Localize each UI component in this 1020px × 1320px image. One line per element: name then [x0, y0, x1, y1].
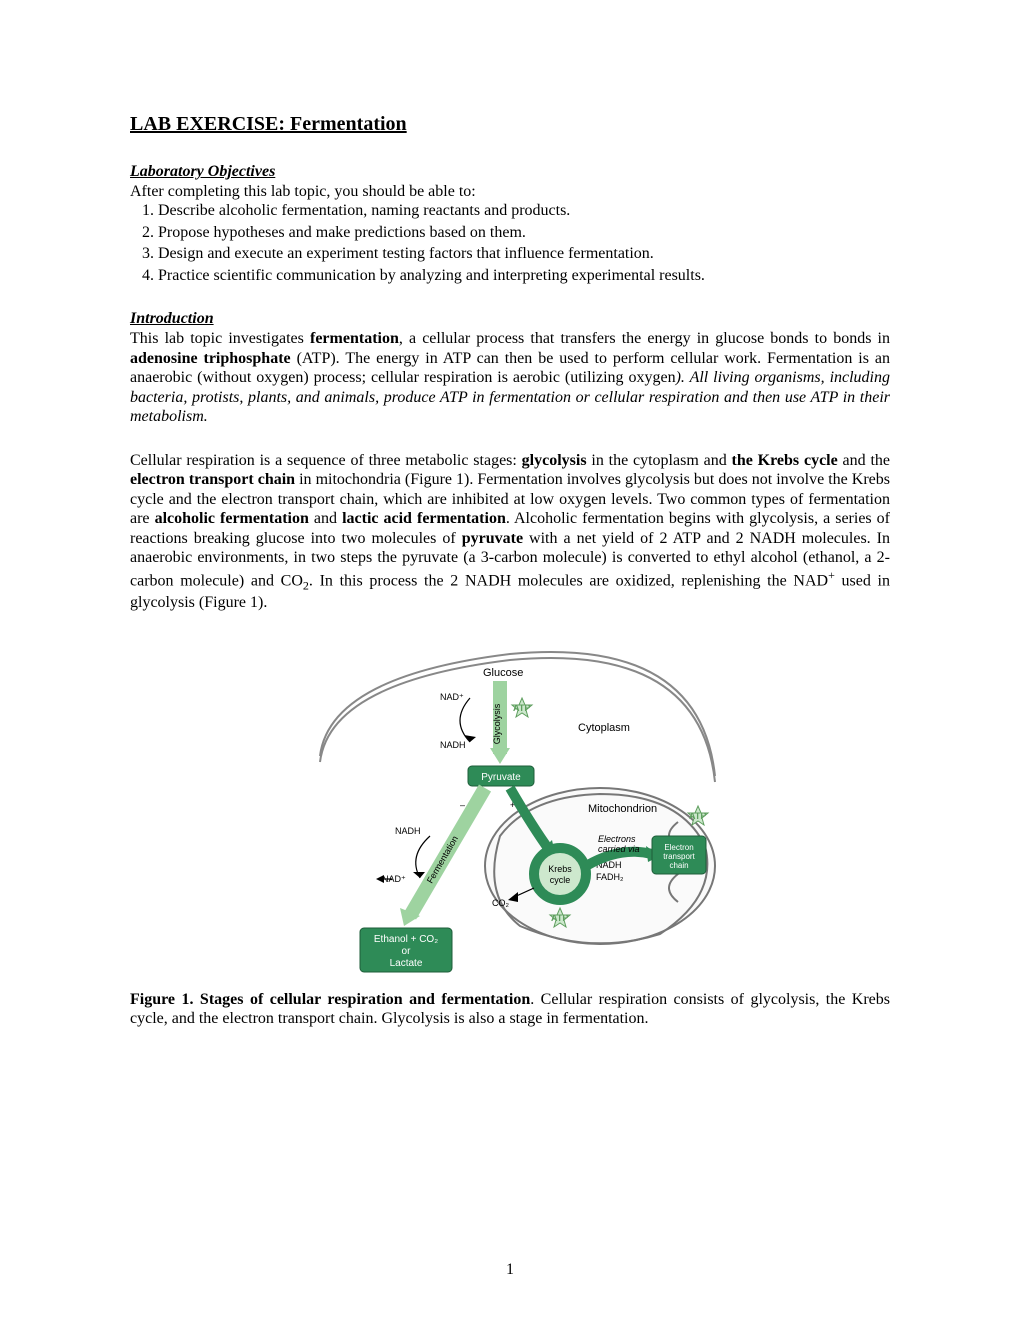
- objectives-heading: Laboratory Objectives: [130, 162, 890, 182]
- nadh-label-1: NADH: [440, 740, 466, 750]
- atp-icon: ATP: [512, 698, 532, 717]
- introduction-heading: Introduction: [130, 309, 890, 329]
- cell-respiration-diagram: Glucose Glycolysis NAD⁺ NADH ATP Cytopla…: [300, 636, 720, 976]
- etc-label-1: Electron: [664, 843, 693, 852]
- glycolysis-label: Glycolysis: [492, 704, 502, 745]
- krebs-label-1: Krebs: [548, 864, 572, 874]
- objective-item: Describe alcoholic fermentation, naming …: [158, 201, 890, 221]
- page-number: 1: [0, 1260, 1020, 1280]
- introduction-section: Introduction This lab topic investigates…: [130, 309, 890, 426]
- endbox-line1: Ethanol + CO₂: [374, 934, 438, 945]
- etc-label-3: chain: [669, 861, 688, 870]
- objective-item: Practice scientific communication by ana…: [158, 266, 890, 286]
- intro-paragraph-1: This lab topic investigates fermentation…: [130, 329, 890, 427]
- mitochondrion-label: Mitochondrion: [588, 803, 657, 815]
- intro-paragraph-2: Cellular respiration is a sequence of th…: [130, 451, 890, 613]
- document-page: LAB EXERCISE: Fermentation Laboratory Ob…: [0, 0, 1020, 1320]
- pyruvate-label: Pyruvate: [481, 772, 521, 783]
- glucose-label: Glucose: [483, 667, 523, 679]
- cytoplasm-label: Cytoplasm: [578, 722, 630, 734]
- etc-label-2: transport: [663, 852, 695, 861]
- figure-caption: Figure 1. Stages of cellular respiration…: [130, 990, 890, 1029]
- objectives-list: Describe alcoholic fermentation, naming …: [130, 201, 890, 285]
- fermentation-label: Fermentation: [425, 834, 460, 885]
- objective-item: Design and execute an experiment testing…: [158, 244, 890, 264]
- krebs-label-2: cycle: [550, 875, 571, 885]
- objective-item: Propose hypotheses and make predictions …: [158, 223, 890, 243]
- page-title: LAB EXERCISE: Fermentation: [130, 112, 890, 136]
- fadh2-label: FADH₂: [596, 872, 624, 882]
- nadh-label-2: NADH: [395, 826, 421, 836]
- svg-text:ATP: ATP: [689, 811, 706, 821]
- svg-text:ATP: ATP: [513, 703, 530, 713]
- carried-via-label: carried via: [598, 844, 640, 854]
- figure-1: Glucose Glycolysis NAD⁺ NADH ATP Cytopla…: [130, 636, 890, 982]
- endbox-line3: Lactate: [390, 958, 423, 969]
- objectives-section: Laboratory Objectives After completing t…: [130, 162, 890, 285]
- co2-label: CO₂: [492, 898, 510, 908]
- svg-text:ATP: ATP: [551, 913, 568, 923]
- objectives-intro: After completing this lab topic, you sho…: [130, 182, 890, 202]
- endbox-line2: or: [402, 946, 412, 957]
- intro-paragraph-2-block: Cellular respiration is a sequence of th…: [130, 451, 890, 613]
- nad-plus-label-1: NAD⁺: [440, 692, 464, 702]
- electrons-label: Electrons: [598, 834, 636, 844]
